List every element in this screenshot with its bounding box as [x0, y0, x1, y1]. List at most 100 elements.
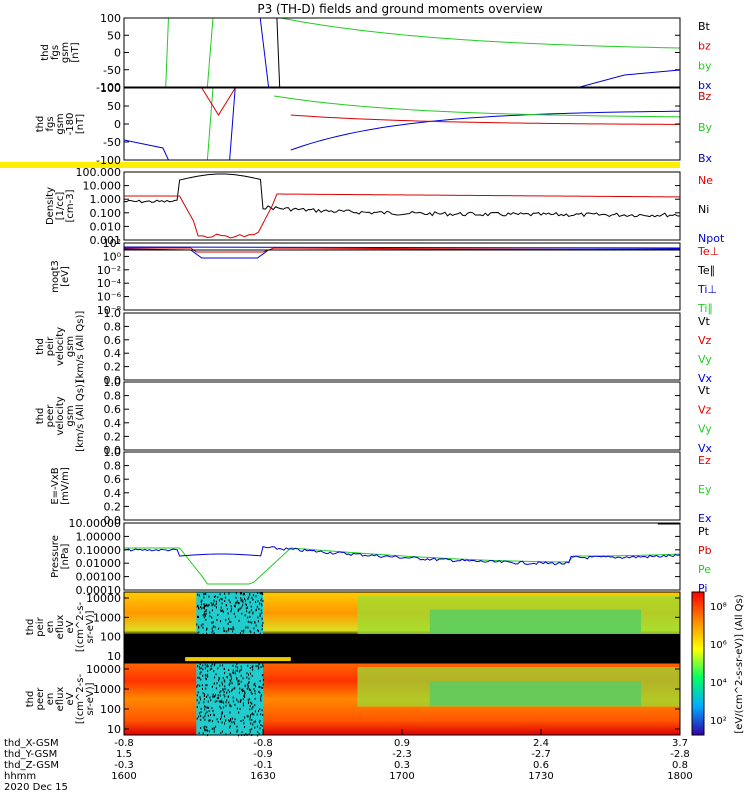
series-line [274, 95, 680, 118]
x-tick-label: -2.7 [531, 749, 551, 760]
panel-frame [123, 381, 681, 451]
y-axis-label: thd fgs gsm [nT] [40, 42, 81, 63]
series-line [124, 546, 680, 566]
y-axis-label-line: [(cm^2-s- [75, 674, 86, 725]
y-tick-label: 10 [107, 650, 121, 663]
legend-entry: Bt [698, 20, 711, 33]
y-axis-label-line: [(cm^2-s- [75, 602, 86, 653]
legend-entry: Vy [698, 353, 712, 366]
y-tick-label: 100 [100, 703, 121, 716]
series-line [290, 110, 680, 151]
y-axis-label: Pressure [nPa] [50, 535, 71, 578]
x-row-label: thd_Y-GSM [4, 749, 57, 760]
y-tick-label: 0.4 [104, 487, 122, 500]
colorbar-tick-label: 10⁸ [710, 602, 727, 613]
y-tick-label: 0.0 [104, 374, 122, 387]
y-axis-label-line: [eV] [60, 266, 71, 287]
x-row-label: thd_Z-GSM [4, 760, 59, 771]
y-axis-label-line: peer [35, 687, 46, 711]
figure-title: P3 (TH-D) fields and ground moments over… [257, 2, 542, 16]
series-line [206, 18, 214, 87]
y-tick-label: 10⁻⁴ [97, 277, 122, 290]
legend-entry: bz [698, 40, 711, 53]
colorbar-tick-label: 10⁴ [710, 678, 727, 689]
panel-peer_spec: 10000 1000 100 10 thd peer en eflux eV [(cm^2-s-s… [25, 662, 681, 737]
legend-entry: Ti∥ [697, 302, 713, 315]
y-axis-label-line: fgs [45, 116, 56, 131]
legend-entry: Pb [698, 544, 712, 557]
y-tick-label: 10⁻⁶ [97, 291, 122, 304]
panel-density: 100.00010.0001.0000.1000.0100.001 Density… [45, 166, 725, 247]
series-line [290, 114, 680, 125]
series-line [278, 18, 680, 49]
legend-entry: Bx [698, 152, 713, 165]
y-axis-label-line: eV [65, 620, 76, 633]
colorbar: 10⁸ 10⁶ 10⁴ 10² [eV/(cm^2-s-sr-eV)] (All Qs) [691, 591, 745, 736]
y-axis-label-line: velocity [55, 396, 66, 435]
y-axis-label-line: gsm [60, 42, 71, 63]
x-tick-label: 1630 [250, 771, 275, 782]
y-tick-label: 0.00010 [76, 584, 122, 597]
y-tick-label: 1000 [93, 683, 121, 696]
y-axis-label-line: peer [45, 404, 56, 428]
legend-entry: Pi [698, 582, 707, 595]
x-tick-label: 1.5 [116, 749, 132, 760]
y-tick-label: 0.2 [104, 500, 122, 513]
y-axis-label-line: velocity [55, 327, 66, 366]
y-tick-label: 10.00000 [69, 517, 122, 530]
y-tick-label: 10⁻² [97, 264, 121, 277]
series-line [229, 88, 236, 160]
y-tick-label: 0.2 [104, 361, 122, 374]
legend-entry: Pe [698, 563, 711, 576]
legend-entry: Te∥ [697, 264, 715, 277]
y-axis-label-line: gsm [65, 405, 76, 426]
x-tick-label: -0.9 [253, 749, 273, 760]
y-tick-label: 1.00000 [76, 530, 122, 543]
y-tick-label: 0.010 [90, 220, 122, 233]
x-tick-label: -2.8 [670, 749, 690, 760]
y-tick-label: 100 [100, 12, 121, 25]
series-line [124, 193, 680, 239]
y-axis-label-line: peir [35, 616, 46, 636]
spectrogram-region [429, 609, 642, 634]
y-tick-label: 1000 [93, 611, 121, 624]
x-row-label: hhmm [4, 771, 36, 782]
legend-entry: Vz [698, 403, 712, 416]
x-tick-label: 0.8 [672, 760, 688, 771]
y-axis-label-line: [km/s (All Qs)] [75, 380, 86, 452]
x-tick-label: -0.1 [253, 760, 273, 771]
legend-entry: Vy [698, 423, 712, 436]
series-line [276, 18, 281, 87]
y-axis-label-line: [nT] [75, 114, 86, 134]
y-tick-label: 0.6 [104, 334, 122, 347]
y-tick-label: 0.6 [104, 403, 122, 416]
y-axis-label-line: E=-VxB [50, 467, 61, 504]
y-tick-label: 1.000 [90, 193, 122, 206]
x-tick-label: -0.3 [114, 760, 134, 771]
y-tick-label: 0.10000 [76, 544, 122, 557]
legend-entry: Ti⊥ [697, 283, 717, 296]
y-tick-label: -50 [103, 136, 121, 149]
y-axis-label-line: thd [40, 44, 51, 61]
y-tick-label: 100 [100, 631, 121, 644]
y-axis-label: thd peer velocity gsm [km/s (All Qs)] [35, 380, 86, 452]
y-axis-label-line: fgs [50, 45, 61, 60]
y-axis-label-line: [nPa] [60, 543, 71, 569]
y-tick-label: 0.00100 [76, 571, 122, 584]
legend-entry: Ne [698, 174, 713, 187]
panel-peir_spec: 10000 1000 100 10 thd peir en eflux eV [(cm^2-s-s… [25, 591, 681, 664]
x-tick-label: -0.8 [253, 738, 273, 749]
y-axis-label-line: sr-eV)] [85, 610, 96, 643]
legend-entry: bx [698, 79, 712, 92]
y-tick-label: 0.0 [104, 444, 122, 457]
x-tick-label: 2.4 [533, 738, 549, 749]
x-row-label: 2020 Dec 15 [4, 782, 68, 793]
series-line [201, 88, 236, 116]
y-tick-label: 0.01000 [76, 557, 122, 570]
y-tick-label: 50 [107, 100, 121, 113]
y-axis-label-line: Density [45, 187, 56, 225]
